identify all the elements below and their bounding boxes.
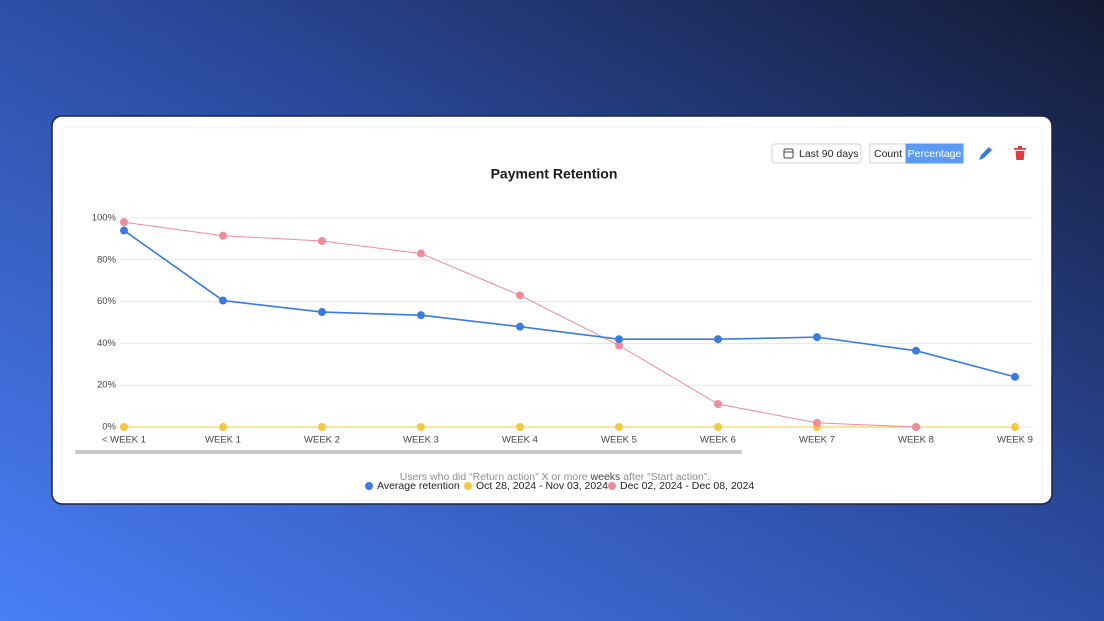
toggle-label[interactable]: Count [874, 148, 902, 160]
data-point [813, 418, 821, 427]
x-tick-label: WEEK 5 [601, 435, 637, 446]
data-point [714, 400, 722, 409]
legend-label: Oct 28, 2024 - Nov 03, 2024 [476, 480, 608, 492]
x-tick-label: WEEK 4 [502, 435, 538, 446]
data-point [1011, 423, 1019, 431]
data-point [219, 296, 227, 305]
y-tick-label: 40% [97, 338, 117, 349]
date-range-button[interactable] [771, 143, 862, 164]
calendar-icon [783, 148, 794, 159]
x-tick-label: WEEK 8 [898, 435, 934, 446]
series-line [123, 229, 1016, 378]
data-point [912, 423, 920, 431]
data-point [219, 231, 227, 240]
x-tick-label: WEEK 9 [997, 435, 1033, 446]
data-point [120, 218, 128, 227]
data-point [615, 335, 623, 344]
x-tick-label: < WEEK 1 [102, 435, 146, 446]
y-tick-label: 100% [92, 213, 117, 224]
scrollbar[interactable] [75, 450, 742, 454]
legend-label: Average retention [377, 480, 460, 492]
toggle-label[interactable]: Percentage [908, 148, 962, 160]
data-point [1011, 372, 1019, 381]
plot: 0% 20% 40% 60% 80% 100% < WEEK 1 WEEK 1 WEEK 2 WE… [92, 213, 1033, 446]
y-tick-label: 20% [97, 380, 117, 391]
data-point [714, 335, 722, 344]
data-point [417, 423, 425, 431]
data-point [120, 423, 128, 431]
caption: Users who did “Return action” X or more … [0, 459, 1104, 483]
data-point [318, 423, 326, 431]
data-point [516, 322, 524, 331]
data-point [318, 308, 326, 317]
y-tick-label: 0% [102, 422, 116, 433]
data-point [318, 236, 326, 245]
data-point [417, 311, 425, 320]
data-point [516, 291, 524, 300]
caption-emphasis: weeks [590, 471, 621, 483]
x-tick-label: WEEK 2 [304, 435, 340, 446]
card-inner [61, 126, 1043, 502]
data-point [516, 423, 524, 431]
date-range-label[interactable]: Last 90 days [799, 148, 859, 160]
data-point [120, 226, 128, 235]
caption-text: after “Start action”. [620, 471, 711, 483]
data-point [219, 423, 227, 431]
chart-title: Payment Retention [491, 166, 618, 182]
toggle-option[interactable] [905, 143, 964, 164]
y-tick-label: 80% [97, 254, 117, 265]
legend-marker [464, 482, 472, 490]
y-tick-label: 60% [97, 296, 117, 307]
edit-icon[interactable] [979, 147, 992, 160]
x-tick-label: WEEK 6 [700, 435, 736, 446]
card [51, 115, 1053, 505]
data-point [714, 423, 722, 431]
data-point [615, 341, 623, 350]
data-point [417, 249, 425, 258]
legend-label: Dec 02, 2024 - Dec 08, 2024 [620, 480, 754, 492]
delete-icon[interactable] [1014, 146, 1026, 160]
toggle: Count Percentage [869, 143, 964, 164]
x-tick-label: WEEK 1 [205, 435, 241, 446]
x-tick-label: WEEK 3 [403, 435, 439, 446]
data-point [813, 333, 821, 342]
caption-text: Users who did “Return action” X or more [399, 471, 591, 483]
legend-marker [608, 482, 616, 490]
x-tick-label: WEEK 7 [799, 435, 835, 446]
legend-marker [365, 482, 373, 490]
data-point [912, 346, 920, 355]
data-point [615, 423, 623, 431]
